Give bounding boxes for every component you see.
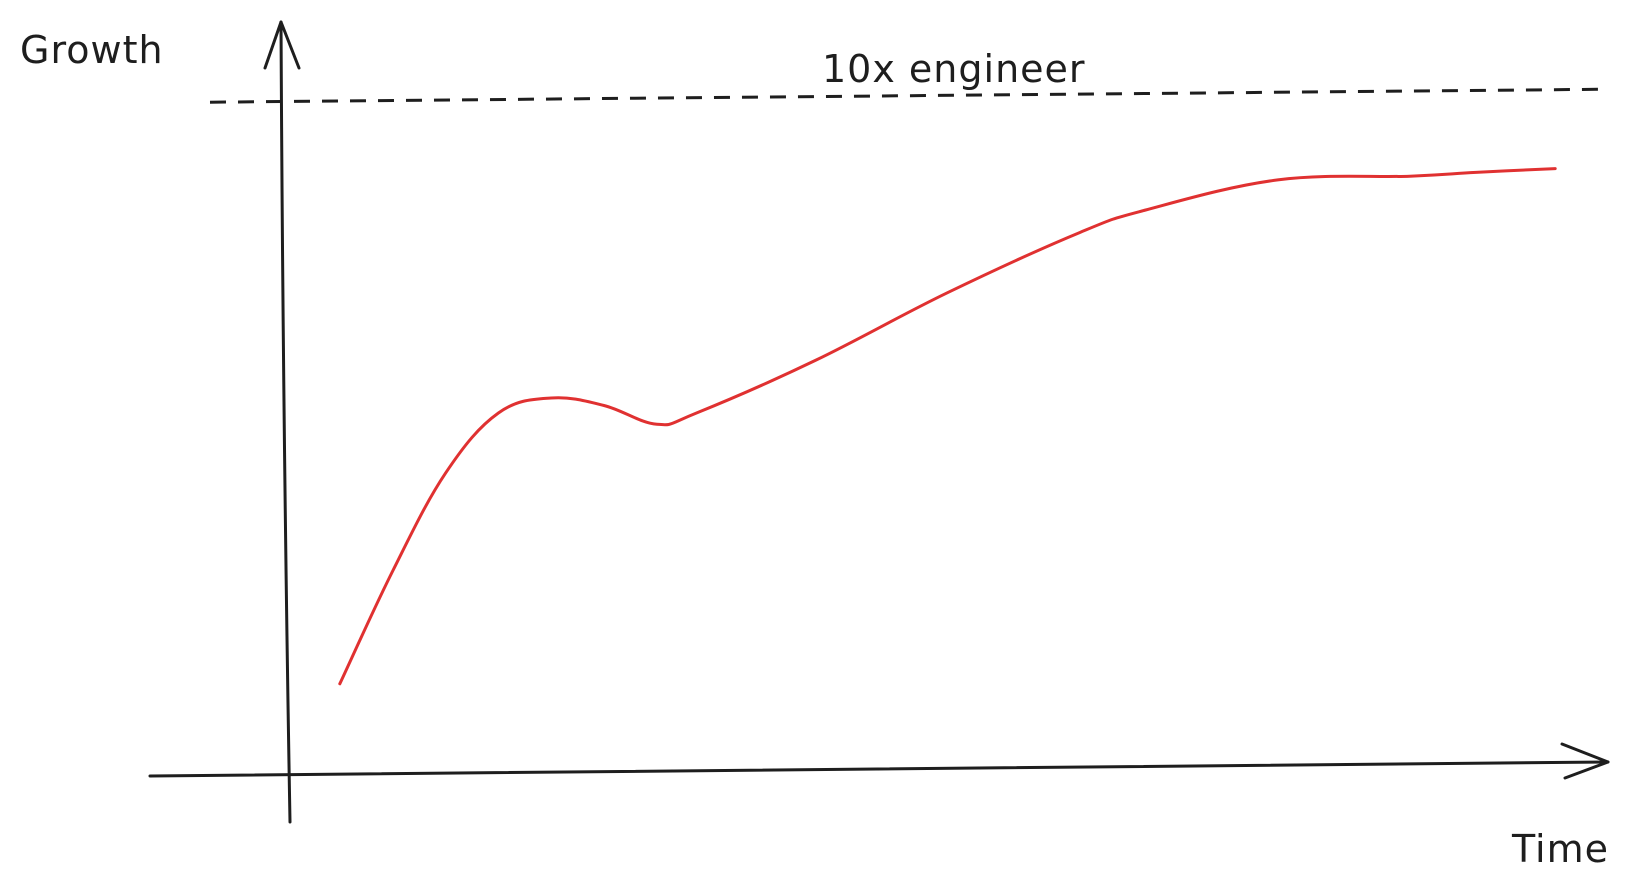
y-axis-label: Growth: [20, 28, 164, 72]
reference-line-label: 10x engineer: [822, 47, 1086, 91]
y-axis-line: [279, 20, 292, 824]
x-axis-label: Time: [1511, 827, 1609, 871]
reference-line-10x: [209, 87, 1609, 104]
x-axis-line: [148, 760, 1610, 778]
series-group: [338, 167, 1557, 686]
x-axis-arrowhead: [1560, 742, 1610, 780]
series-line-0: [338, 167, 1557, 686]
y-axis-arrowhead: [263, 20, 301, 70]
